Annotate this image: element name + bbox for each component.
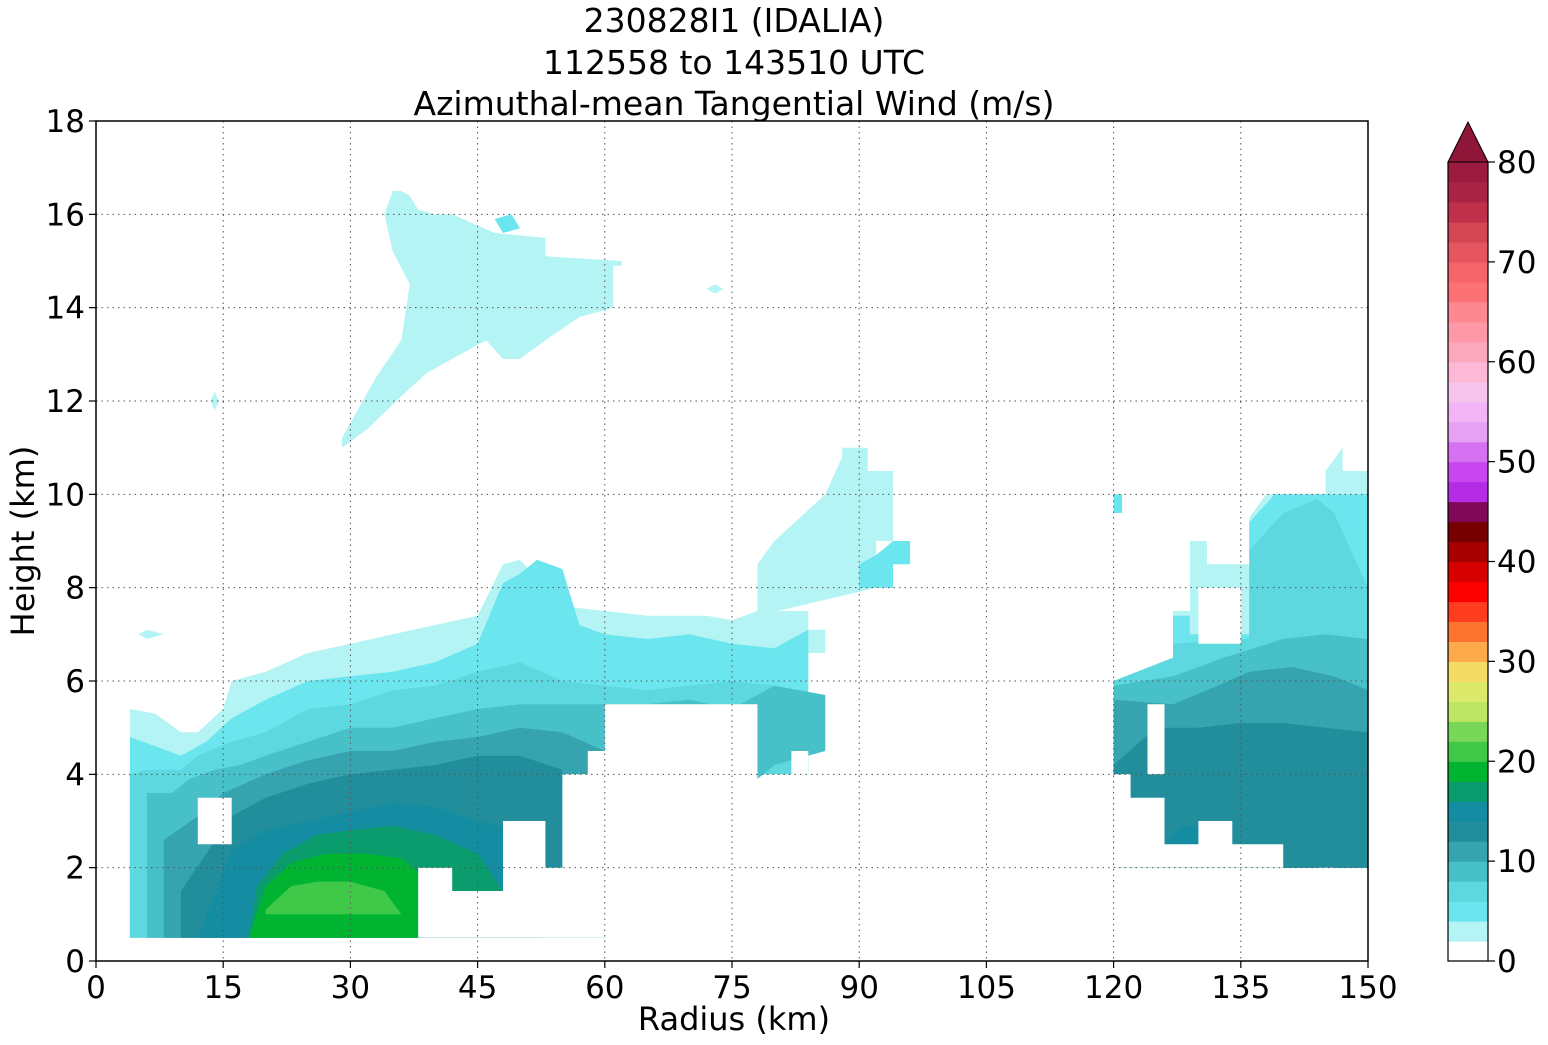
contour-patch-4 <box>1113 494 1123 513</box>
colorbar-bin <box>1448 861 1488 882</box>
colorbar-bin <box>1448 421 1488 443</box>
y-tick-label: 6 <box>65 664 85 700</box>
no-data-region <box>1113 774 1284 868</box>
colorbar-bin <box>1448 921 1488 942</box>
x-tick-label: 15 <box>203 970 242 1006</box>
x-tick-label: 75 <box>712 970 751 1006</box>
colorbar-bin <box>1448 301 1488 323</box>
y-tick-label: 14 <box>46 291 85 327</box>
y-tick-label: 18 <box>46 104 85 140</box>
chart-title-line-3: Azimuthal-mean Tangential Wind (m/s) <box>414 84 1055 123</box>
colorbar-bin <box>1448 162 1488 183</box>
colorbar-bin <box>1448 201 1488 223</box>
x-tick-label: 30 <box>331 970 370 1006</box>
colorbar-bin <box>1448 541 1488 563</box>
colorbar-bin <box>1448 741 1488 762</box>
colorbar-bin <box>1448 361 1488 383</box>
x-tick-label: 105 <box>957 970 1016 1006</box>
colorbar-tick-label: 60 <box>1497 345 1536 381</box>
contour-patch-2 <box>596 270 614 313</box>
y-axis-ticks: 0 2 4 6 8 10 12 14 16 18 <box>46 104 96 980</box>
contour-patch-4 <box>859 541 911 588</box>
x-tick-label: 60 <box>585 970 624 1006</box>
colorbar-bin <box>1448 181 1488 203</box>
x-tick-label: 150 <box>1338 970 1397 1006</box>
colorbar-bin <box>1448 941 1488 962</box>
x-tick-label: 120 <box>1084 970 1143 1006</box>
no-data-region <box>503 704 809 938</box>
contour-band-2 <box>341 191 622 448</box>
contour-patch-2 <box>210 391 219 411</box>
colorbar-tick-label: 40 <box>1497 545 1536 581</box>
x-axis-label: Radius (km) <box>638 1000 830 1038</box>
colorbar-extend-arrow <box>1447 120 1489 163</box>
chart-title-line-2: 112558 to 143510 UTC <box>543 43 925 82</box>
colorbar-bin <box>1448 321 1488 343</box>
colorbar-bin <box>1448 501 1488 523</box>
colorbar-bin <box>1448 621 1488 642</box>
colorbar-bin <box>1448 461 1488 483</box>
y-tick-label: 0 <box>65 944 85 980</box>
no-data-region <box>1147 704 1165 775</box>
y-tick-label: 2 <box>65 851 85 887</box>
chart-title-group: 230828I1 (IDALIA) 112558 to 143510 UTC A… <box>414 1 1055 123</box>
y-tick-label: 12 <box>46 384 85 420</box>
colorbar-bin <box>1448 441 1488 463</box>
colorbar-bin <box>1448 601 1488 623</box>
colorbar-bin <box>1448 341 1488 363</box>
x-axis-ticks: 0 15 30 45 60 75 90 105 120 135 150 <box>86 961 1398 1006</box>
colorbar-tick-label: 0 <box>1497 944 1517 980</box>
contour-patch-2 <box>138 629 164 639</box>
contour-patch-2 <box>706 284 724 294</box>
colorbar-bin <box>1448 581 1488 603</box>
no-data-region <box>197 797 232 845</box>
y-tick-label: 4 <box>65 757 85 793</box>
colorbar-tick-label: 80 <box>1497 145 1536 181</box>
contour-fills <box>129 191 1368 938</box>
no-data-region <box>1317 867 1335 891</box>
no-data-region <box>418 867 503 938</box>
colorbar-bin <box>1448 761 1488 782</box>
colorbar-tick-label: 50 <box>1497 445 1536 481</box>
x-tick-label: 135 <box>1211 970 1270 1006</box>
colorbar-bin <box>1448 721 1488 742</box>
no-data-region <box>1198 587 1241 644</box>
contour-patch-4 <box>494 214 520 233</box>
colorbar-bin <box>1448 801 1488 822</box>
colorbar-bin <box>1448 781 1488 802</box>
colorbar: 0 10 20 30 40 50 60 70 80 <box>1447 120 1536 980</box>
colorbar-tick-label: 20 <box>1497 744 1536 780</box>
colorbar-bin <box>1448 881 1488 902</box>
colorbar-tick-label: 30 <box>1497 644 1536 680</box>
colorbar-bin <box>1448 221 1488 243</box>
x-tick-label: 0 <box>86 970 106 1006</box>
contour-band-20 <box>265 881 402 915</box>
colorbar-bin <box>1448 821 1488 842</box>
colorbar-bin <box>1448 661 1488 682</box>
colorbar-bin <box>1448 261 1488 283</box>
y-tick-label: 10 <box>46 477 85 513</box>
colorbar-bin <box>1448 281 1488 303</box>
colorbar-bin <box>1448 641 1488 662</box>
y-tick-label: 8 <box>65 571 85 607</box>
colorbar-bin <box>1448 381 1488 403</box>
colorbar-bin <box>1448 241 1488 263</box>
y-tick-label: 16 <box>46 197 85 233</box>
colorbar-bin <box>1448 561 1488 583</box>
colorbar-bin <box>1448 481 1488 503</box>
colorbar-bin <box>1448 521 1488 543</box>
colorbar-bin <box>1448 841 1488 862</box>
colorbar-bin <box>1448 901 1488 922</box>
colorbar-bin <box>1448 701 1488 722</box>
x-tick-label: 45 <box>458 970 497 1006</box>
x-tick-label: 90 <box>839 970 878 1006</box>
colorbar-tick-label: 10 <box>1497 844 1536 880</box>
colorbar-tick-label: 70 <box>1497 245 1536 281</box>
y-axis-label: Height (km) <box>4 446 42 637</box>
colorbar-bin <box>1448 681 1488 702</box>
chart-title-line-1: 230828I1 (IDALIA) <box>584 1 885 40</box>
colorbar-bin <box>1448 401 1488 423</box>
